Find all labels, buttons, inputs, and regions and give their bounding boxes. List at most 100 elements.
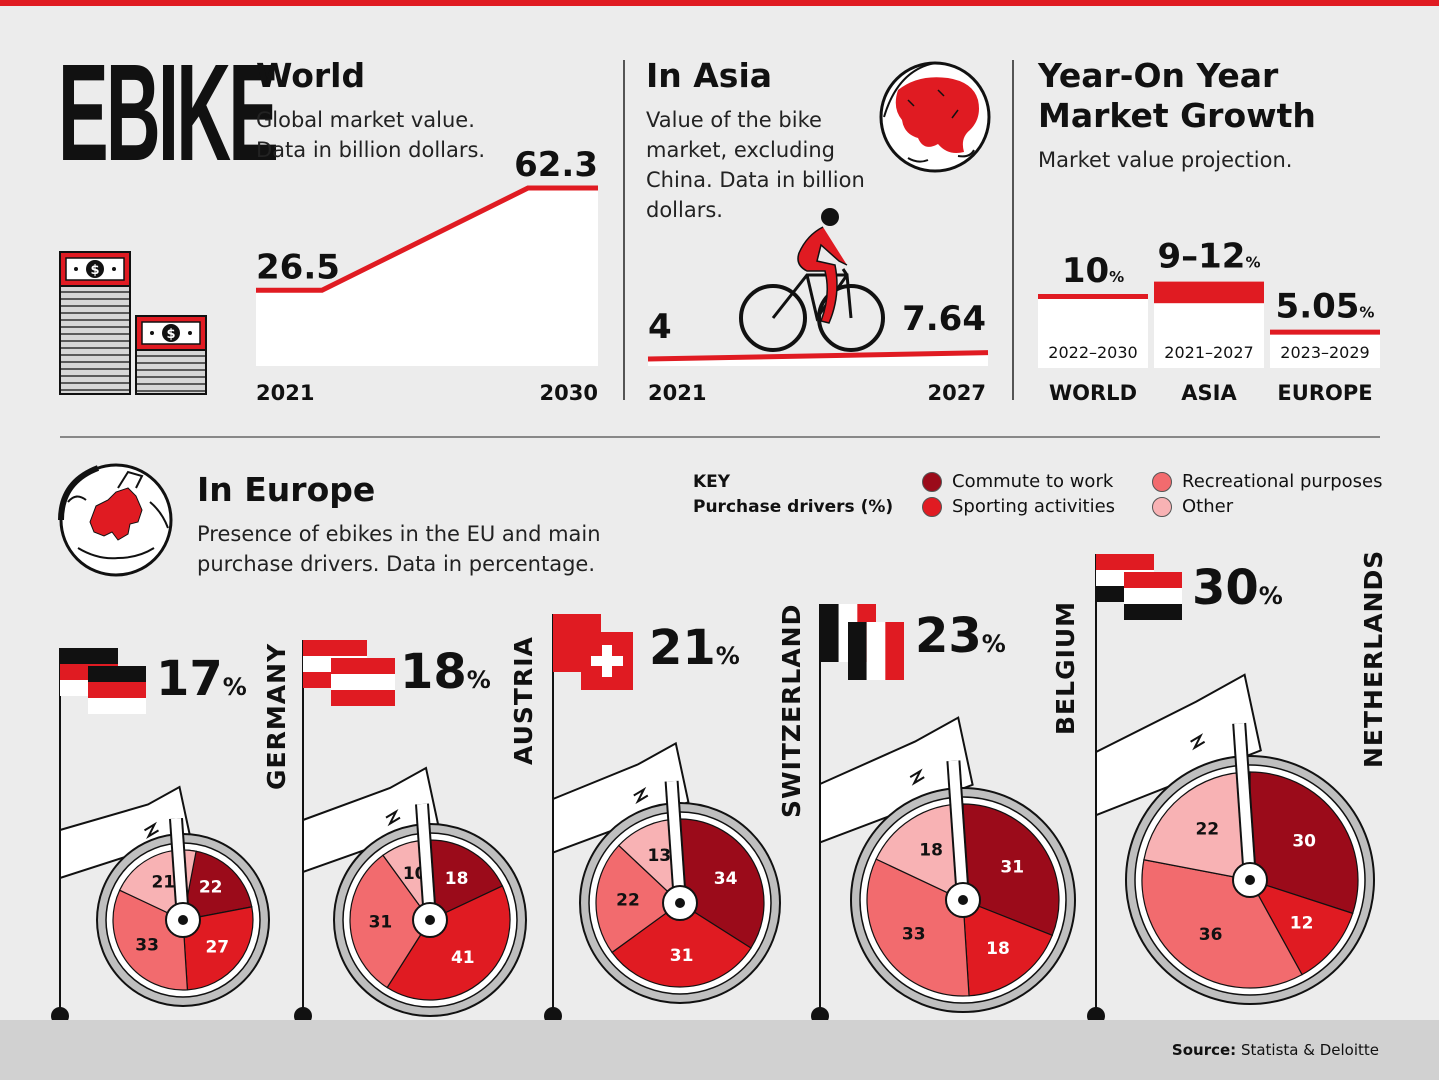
line-series bbox=[647, 350, 989, 362]
key-item-recreational: Recreational purposes bbox=[1152, 471, 1383, 492]
data-label-2021: 4 bbox=[648, 307, 672, 347]
yoy-title-2: Market Growth bbox=[1038, 96, 1316, 135]
x-tick-label: 2021 bbox=[648, 381, 706, 405]
slice-label: 18 bbox=[986, 939, 1010, 959]
flag-stripe bbox=[885, 622, 904, 680]
flag-cross bbox=[591, 656, 623, 666]
flag-stripe bbox=[60, 648, 118, 664]
period-label: 2022–2030 bbox=[1048, 343, 1137, 362]
flag-icon bbox=[1124, 572, 1182, 620]
data-label-2021: 26.5 bbox=[256, 247, 340, 287]
flag-stripe bbox=[88, 682, 146, 698]
key-label: Commute to work bbox=[952, 471, 1114, 492]
footer-band bbox=[0, 1020, 1439, 1080]
flag-stripe bbox=[88, 666, 146, 682]
presence-percentage: 17% bbox=[156, 651, 247, 707]
divider bbox=[1012, 60, 1014, 400]
flag-stripe bbox=[331, 674, 395, 690]
source-note: Source: Statista & Deloitte bbox=[1172, 1041, 1379, 1059]
country-group-belgium: 23% BELGIUM 31 18 33 18 bbox=[811, 601, 1080, 1025]
pie-slice bbox=[611, 902, 752, 988]
country-name: NETHERLANDS bbox=[1359, 550, 1388, 768]
hub-center bbox=[958, 895, 968, 905]
flag-stripe bbox=[1096, 554, 1154, 570]
pie-slice bbox=[386, 885, 511, 1001]
bar-top bbox=[1038, 294, 1148, 299]
slice-label: 41 bbox=[451, 948, 475, 968]
category-label: EUROPE bbox=[1277, 381, 1372, 405]
fork bbox=[666, 780, 685, 904]
country-name: GERMANY bbox=[262, 643, 291, 790]
asia-subtitle-2: market, excluding bbox=[646, 138, 835, 162]
data-label: 9–12% bbox=[1157, 237, 1260, 277]
svg-text:$: $ bbox=[166, 327, 175, 342]
key-title: KEY bbox=[693, 472, 731, 492]
data-label: 5.05% bbox=[1276, 287, 1375, 327]
bar bbox=[1038, 296, 1148, 368]
world-area-chart: 26.5 62.3 2021 2030 bbox=[256, 145, 598, 405]
slice-label: 22 bbox=[616, 891, 640, 911]
yoy-title-1: Year-On Year bbox=[1038, 56, 1279, 95]
asia-title: In Asia bbox=[646, 56, 773, 95]
presence-percentage: 30% bbox=[1192, 560, 1283, 616]
unit-label: % bbox=[223, 673, 247, 701]
flag-icon bbox=[331, 658, 395, 706]
key-swatch bbox=[1152, 496, 1172, 517]
category-label: ASIA bbox=[1181, 381, 1237, 405]
source-label: Source: bbox=[1171, 1041, 1237, 1059]
bike-frame bbox=[819, 716, 974, 844]
slice-label: 36 bbox=[1199, 925, 1223, 945]
bike-frame bbox=[552, 741, 690, 855]
slice-label: 21 bbox=[151, 872, 175, 892]
pie-slice bbox=[1249, 771, 1359, 915]
asia-subtitle-3: China. Data in billion bbox=[646, 168, 865, 192]
hub-center bbox=[425, 915, 435, 925]
asia-line-chart: 4 7.64 2021 2027 bbox=[647, 299, 989, 405]
pie-slice bbox=[429, 839, 504, 921]
flag-stripe bbox=[303, 640, 367, 656]
yoy-bar-chart: 10% 2022–2030 WORLD 9–12% 2021–2027 ASIA 5.05%… bbox=[1038, 237, 1380, 405]
flag-icon bbox=[848, 622, 904, 680]
asia-subtitle-4: dollars. bbox=[646, 198, 723, 222]
key-swatch bbox=[922, 496, 942, 517]
logo: EBIKE bbox=[58, 36, 279, 190]
money-stack-icon: $ $ bbox=[59, 251, 207, 395]
lightning-icon bbox=[633, 786, 649, 805]
slice-label: 33 bbox=[135, 935, 159, 955]
flag-stripe bbox=[820, 604, 839, 662]
key-swatch bbox=[1152, 471, 1172, 492]
key-item-commute: Commute to work bbox=[922, 471, 1113, 492]
bike-frame bbox=[1095, 673, 1262, 817]
slice-label: 33 bbox=[902, 924, 926, 944]
unit-label: % bbox=[467, 666, 491, 694]
asia-subtitle-1: Value of the bike bbox=[646, 108, 822, 132]
pie-slice bbox=[1248, 878, 1354, 976]
flag-stripe bbox=[1124, 604, 1182, 620]
divider bbox=[623, 60, 625, 400]
europe-title: In Europe bbox=[197, 470, 376, 509]
pie-slice bbox=[962, 899, 1054, 997]
x-tick-label: 2030 bbox=[540, 381, 598, 405]
slice-label: 30 bbox=[1292, 832, 1316, 852]
fork bbox=[417, 803, 435, 921]
presence-percentage: 18% bbox=[400, 644, 491, 700]
europe-subtitle-2: purchase drivers. Data in percentage. bbox=[197, 552, 596, 576]
bike-frame bbox=[302, 766, 440, 874]
category-label: WORLD bbox=[1049, 381, 1137, 405]
key-swatch bbox=[922, 471, 942, 492]
top-accent-bar bbox=[0, 0, 1439, 6]
lightning-icon bbox=[909, 768, 925, 786]
key-label: Sporting activities bbox=[952, 496, 1116, 517]
slice-label: 22 bbox=[1195, 819, 1219, 839]
lightning-icon bbox=[143, 821, 160, 840]
flag-icon bbox=[581, 632, 633, 690]
key-subtitle: Purchase drivers (%) bbox=[693, 497, 894, 517]
hub-center bbox=[675, 898, 685, 908]
x-tick-label: 2027 bbox=[928, 381, 986, 405]
area-line bbox=[256, 185, 598, 293]
europe-globe-icon bbox=[58, 463, 173, 577]
key-item-other: Other bbox=[1152, 496, 1233, 517]
slice-label: 12 bbox=[1290, 914, 1314, 934]
x-tick-label: 2021 bbox=[256, 381, 314, 405]
